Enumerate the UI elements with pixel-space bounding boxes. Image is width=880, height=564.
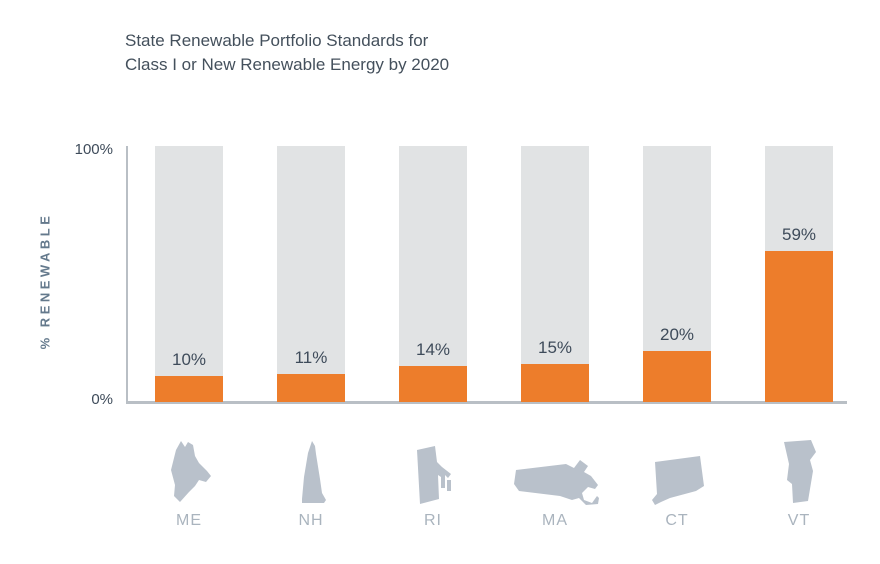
bar-fill-ma [521,364,589,402]
bar-value-label: 15% [537,338,573,357]
state-cell-nh: NH [250,435,372,530]
bar-ct: 20% [643,146,711,402]
state-icon-box [295,435,327,505]
bar-value-label: 10% [171,350,207,369]
bar-value-label: 11% [294,348,328,367]
bar-ri: 14% [399,146,467,402]
state-icon-box [412,435,454,505]
state-cell-me: ME [128,435,250,530]
state-label: NH [298,512,324,529]
bar-fill-vt [765,251,833,402]
bar-nh: 11% [277,146,345,402]
state-footer: ME NH RI MA CT VT [128,435,860,530]
bar-fill-ct [643,351,711,402]
y-tick-0: 0% [91,391,113,408]
bar-value-label: 14% [415,340,451,359]
bar-fill-me [155,376,223,402]
chart-title-line-2: Class I or New Renewable Energy by 2020 [125,55,450,74]
chart-title-line-1: State Renewable Portfolio Standards for [125,31,429,50]
rhode-island-state-icon [417,446,451,504]
state-cell-ct: CT [616,435,738,530]
bar-value-label: 20% [659,325,695,344]
state-cell-vt: VT [738,435,860,530]
y-tick-100: 100% [74,141,113,158]
maine-state-icon [171,441,211,502]
state-label: ME [176,512,202,529]
bar-ma: 15% [521,146,589,402]
state-label: VT [787,512,811,529]
state-label: CT [665,512,689,529]
state-label: MA [542,512,568,529]
state-icon-box [780,435,818,505]
vermont-state-icon [784,440,816,503]
chart-title: State Renewable Portfolio Standards for … [125,29,449,77]
state-icon-box [165,435,213,505]
y-axis-line [126,146,128,404]
state-icon-box [648,435,706,505]
bar-me: 10% [155,146,223,402]
state-icon-box [511,435,599,505]
bar-value-label: 59% [781,225,817,244]
x-axis-line [126,401,847,404]
state-cell-ma: MA [494,435,616,530]
massachusetts-state-icon [514,460,599,505]
bar-vt: 59% [765,146,833,402]
state-label: RI [424,512,442,529]
plot-area: 10% 11% 14% 15% 20% 59% [128,146,847,402]
new-hampshire-state-icon [302,441,326,503]
bar-fill-ri [399,366,467,402]
connecticut-state-icon [652,456,704,505]
state-cell-ri: RI [372,435,494,530]
bar-fill-nh [277,374,345,402]
y-axis-label: % RENEWABLE [37,212,53,350]
